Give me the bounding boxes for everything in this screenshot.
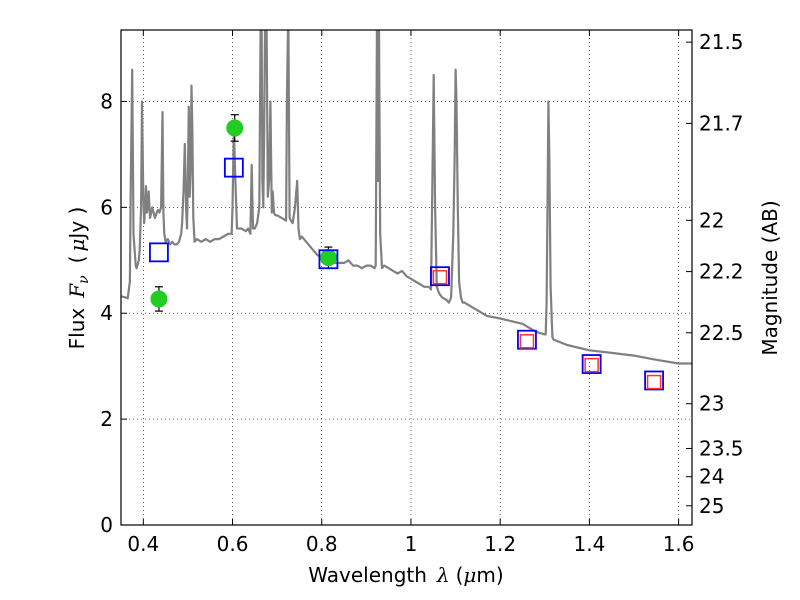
x-tick-label: 0.4 [127, 532, 159, 556]
x-tick-label: 1.4 [573, 532, 605, 556]
x-tick-label: 1.6 [663, 532, 695, 556]
y-tick-label: 4 [100, 301, 113, 325]
mag-tick-label: 23 [699, 392, 724, 416]
x-axis-unit-rest: m) [476, 563, 503, 587]
axes: 0.4 0.6 0.8 1 1.2 1.4 1.60246821.521.72222.222… [100, 30, 744, 556]
x-axis-label: Wavelength λ (μm) [308, 563, 503, 587]
red-square-marker [519, 334, 535, 349]
y2-axis-label: Magnitude (AB) [758, 200, 782, 355]
x-axis-label-text: Wavelength [308, 563, 427, 587]
y-axis-unit-open: ( [65, 256, 89, 264]
y-axis-subscript: ν [76, 275, 92, 284]
observed-point [226, 119, 244, 137]
x-tick-label: 0.6 [217, 532, 249, 556]
x-tick-label: 0.8 [306, 532, 338, 556]
x-axis-unit-open: ( [456, 563, 464, 587]
y-axis-label: Flux Fν ( μJy ) [65, 207, 92, 350]
x-tick-label: 1.2 [484, 532, 516, 556]
blue-square-marker [581, 354, 602, 374]
y-axis-unit-mu: μ [65, 239, 89, 252]
plot-background [121, 30, 692, 525]
mag-tick-label: 22.5 [699, 321, 744, 345]
observed-point [319, 249, 337, 267]
blue-square-marker [223, 157, 244, 178]
red-square-marker [646, 374, 662, 390]
y-axis-label-text: Flux [65, 308, 89, 350]
blue-square-marker [644, 370, 664, 391]
mag-tick-label: 25 [699, 494, 724, 518]
x-axis-symbol: λ [436, 563, 450, 587]
plot-frame [120, 29, 693, 526]
mag-tick-label: 23.5 [699, 436, 744, 460]
mag-tick-label: 21.7 [699, 111, 744, 135]
x-axis-unit-mu: μ [463, 563, 476, 587]
red-square-marker [432, 269, 448, 285]
y-tick-label: 0 [100, 513, 113, 537]
blue-square-marker [149, 242, 169, 263]
blue-square-marker [430, 266, 450, 287]
mag-tick-label: 21.5 [699, 30, 744, 54]
red-square-marker [584, 357, 599, 373]
observed-point [150, 290, 168, 308]
y-tick-label: 2 [100, 407, 113, 431]
y-tick-label: 8 [100, 89, 113, 113]
mag-tick-label: 22.2 [699, 260, 744, 284]
x-tick-label: 1 [405, 532, 418, 556]
blue-square-marker [318, 249, 339, 270]
series-layer [121, 30, 692, 391]
mag-tick-label: 22 [699, 208, 724, 232]
y-tick-label: 6 [100, 195, 113, 219]
blue-square-marker [517, 329, 537, 350]
spectrum-line [121, 30, 692, 365]
y-axis-symbol: F [65, 283, 89, 299]
y-axis-unit-rest: Jy ) [65, 207, 89, 241]
grid [121, 30, 692, 526]
mag-tick-label: 24 [699, 465, 724, 489]
